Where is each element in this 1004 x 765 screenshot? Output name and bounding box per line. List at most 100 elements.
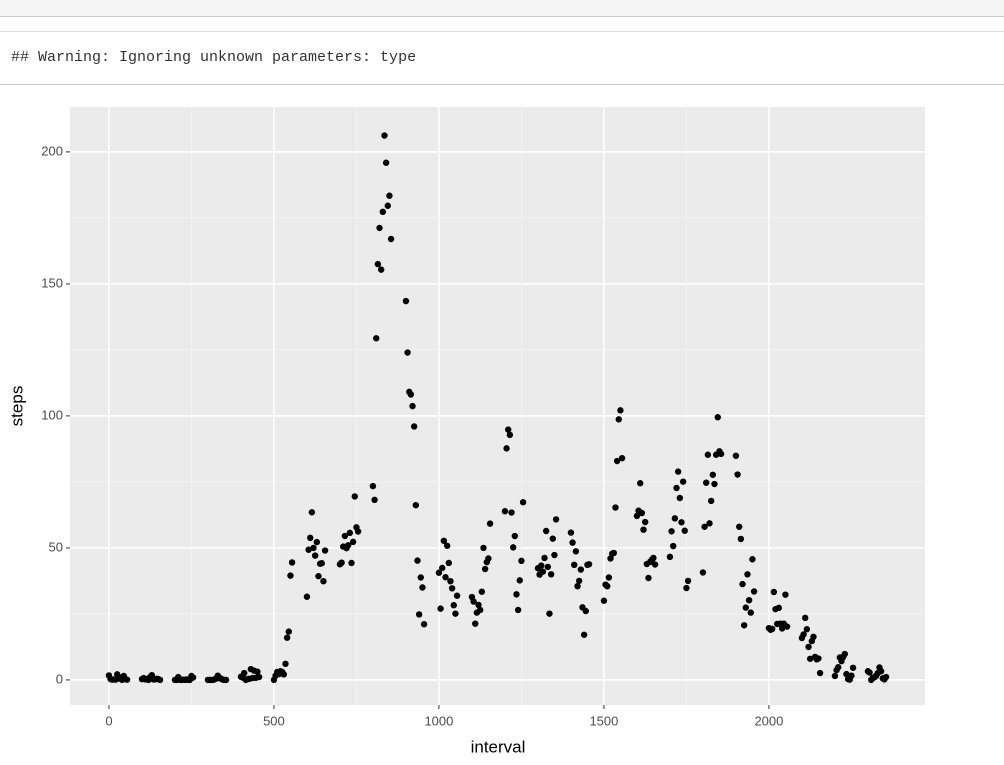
point bbox=[255, 673, 263, 681]
point bbox=[551, 551, 558, 559]
point bbox=[470, 598, 477, 605]
point bbox=[282, 660, 289, 668]
point bbox=[222, 676, 230, 684]
point bbox=[645, 574, 652, 582]
point bbox=[480, 544, 487, 552]
point bbox=[541, 554, 548, 562]
point bbox=[613, 457, 621, 465]
y-tick-label: 200 bbox=[41, 143, 63, 158]
point bbox=[254, 668, 261, 675]
point bbox=[552, 516, 560, 523]
point bbox=[769, 625, 776, 633]
point bbox=[344, 542, 352, 549]
point bbox=[882, 673, 890, 681]
point bbox=[585, 561, 593, 568]
point bbox=[381, 132, 388, 139]
point bbox=[346, 529, 354, 537]
point bbox=[732, 452, 740, 459]
point bbox=[582, 607, 589, 615]
point bbox=[775, 604, 783, 612]
point bbox=[442, 574, 449, 581]
point bbox=[485, 555, 492, 562]
point bbox=[420, 621, 428, 628]
point bbox=[321, 547, 329, 554]
x-tick-label: 0 bbox=[105, 713, 112, 728]
point bbox=[666, 553, 674, 561]
point bbox=[354, 528, 362, 535]
point bbox=[740, 622, 748, 629]
point bbox=[513, 591, 520, 598]
point bbox=[417, 574, 424, 581]
point bbox=[800, 631, 807, 638]
point bbox=[448, 585, 456, 592]
point bbox=[783, 623, 791, 630]
point bbox=[305, 546, 312, 553]
point bbox=[443, 542, 451, 549]
point bbox=[505, 426, 512, 433]
point bbox=[349, 538, 357, 546]
point bbox=[435, 569, 443, 576]
point bbox=[445, 559, 453, 567]
point bbox=[782, 591, 789, 598]
point bbox=[670, 542, 677, 550]
point bbox=[387, 235, 395, 243]
point bbox=[371, 496, 378, 504]
point bbox=[747, 609, 754, 616]
point bbox=[709, 471, 717, 478]
point bbox=[410, 423, 418, 430]
point bbox=[376, 224, 383, 232]
point bbox=[546, 610, 553, 617]
point bbox=[486, 520, 494, 527]
point bbox=[518, 557, 525, 565]
point bbox=[673, 484, 680, 492]
point bbox=[641, 518, 649, 526]
point bbox=[475, 601, 482, 609]
point bbox=[750, 588, 758, 595]
point bbox=[386, 192, 393, 199]
point bbox=[373, 335, 380, 342]
point bbox=[509, 544, 517, 551]
x-tick-label: 500 bbox=[263, 713, 285, 728]
point bbox=[481, 565, 489, 573]
point bbox=[615, 416, 622, 423]
point bbox=[472, 620, 479, 627]
point bbox=[348, 559, 355, 567]
point bbox=[189, 674, 197, 681]
point bbox=[542, 527, 550, 535]
point bbox=[415, 611, 423, 618]
point bbox=[549, 535, 556, 542]
point bbox=[382, 159, 390, 166]
point bbox=[701, 523, 708, 530]
y-tick-label: 150 bbox=[41, 275, 63, 290]
point bbox=[369, 482, 377, 490]
toolbar bbox=[0, 0, 1004, 17]
point bbox=[650, 554, 657, 562]
y-axis-label: steps bbox=[7, 386, 26, 427]
point bbox=[567, 529, 575, 536]
point bbox=[877, 668, 885, 675]
point bbox=[544, 563, 552, 571]
point bbox=[736, 523, 743, 530]
point bbox=[453, 592, 461, 599]
point bbox=[506, 431, 514, 439]
point bbox=[678, 519, 685, 526]
point bbox=[287, 572, 294, 579]
point bbox=[580, 631, 588, 638]
point bbox=[379, 208, 387, 216]
point bbox=[310, 544, 317, 552]
point bbox=[447, 577, 454, 585]
point bbox=[866, 669, 873, 676]
point bbox=[313, 538, 321, 546]
point bbox=[816, 669, 824, 677]
y-tick-label: 50 bbox=[49, 539, 63, 554]
point bbox=[439, 564, 446, 572]
point bbox=[742, 604, 750, 611]
point bbox=[569, 539, 576, 546]
point bbox=[633, 512, 641, 520]
point bbox=[739, 580, 746, 588]
point bbox=[307, 534, 314, 542]
point bbox=[843, 670, 850, 678]
point bbox=[849, 664, 857, 671]
point bbox=[437, 605, 444, 612]
